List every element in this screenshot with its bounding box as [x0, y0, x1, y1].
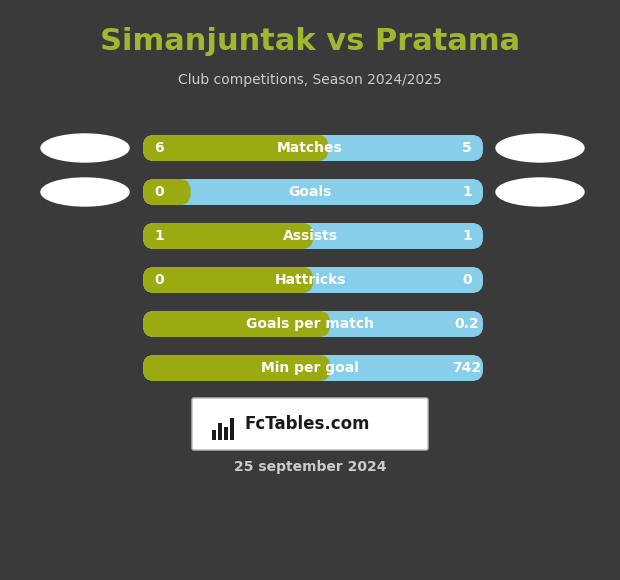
- Text: 742: 742: [453, 361, 482, 375]
- Bar: [224, 427, 228, 440]
- Ellipse shape: [496, 134, 584, 162]
- Ellipse shape: [41, 134, 129, 162]
- Text: 0: 0: [154, 185, 164, 199]
- FancyBboxPatch shape: [143, 179, 190, 205]
- FancyBboxPatch shape: [143, 311, 483, 337]
- Text: 5: 5: [462, 141, 472, 155]
- FancyBboxPatch shape: [143, 135, 483, 161]
- Ellipse shape: [496, 178, 584, 206]
- Text: Club competitions, Season 2024/2025: Club competitions, Season 2024/2025: [178, 73, 442, 87]
- Text: Simanjuntak vs Pratama: Simanjuntak vs Pratama: [100, 27, 520, 56]
- Bar: [218, 423, 222, 440]
- Text: Assists: Assists: [283, 229, 337, 243]
- Bar: [212, 430, 216, 440]
- Text: 0: 0: [154, 273, 164, 287]
- Text: 1: 1: [462, 229, 472, 243]
- Text: Goals: Goals: [288, 185, 332, 199]
- Text: 0: 0: [462, 273, 472, 287]
- Ellipse shape: [41, 178, 129, 206]
- Text: Hattricks: Hattricks: [274, 273, 346, 287]
- FancyBboxPatch shape: [143, 311, 330, 337]
- Text: Min per goal: Min per goal: [261, 361, 359, 375]
- FancyBboxPatch shape: [143, 179, 483, 205]
- FancyBboxPatch shape: [143, 355, 330, 381]
- FancyBboxPatch shape: [143, 267, 483, 293]
- Text: FcTables.com: FcTables.com: [244, 415, 370, 433]
- Text: Goals per match: Goals per match: [246, 317, 374, 331]
- Text: 6: 6: [154, 141, 164, 155]
- FancyBboxPatch shape: [143, 223, 313, 249]
- FancyBboxPatch shape: [143, 355, 483, 381]
- Bar: [230, 418, 234, 440]
- FancyBboxPatch shape: [192, 398, 428, 450]
- FancyBboxPatch shape: [143, 135, 329, 161]
- Text: 1: 1: [154, 229, 164, 243]
- FancyBboxPatch shape: [143, 223, 483, 249]
- Text: 0.2: 0.2: [454, 317, 479, 331]
- Text: Matches: Matches: [277, 141, 343, 155]
- Text: 25 september 2024: 25 september 2024: [234, 460, 386, 474]
- FancyBboxPatch shape: [143, 267, 313, 293]
- Text: 1: 1: [462, 185, 472, 199]
